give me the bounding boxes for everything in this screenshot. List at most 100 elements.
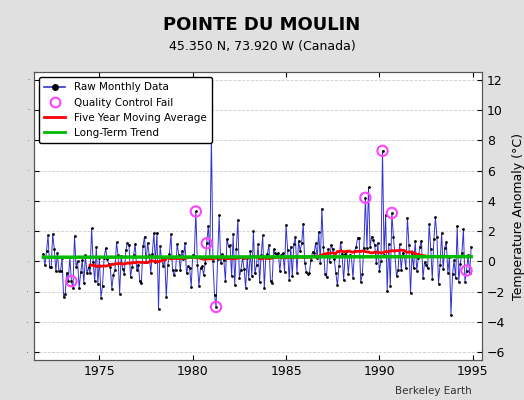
Point xyxy=(290,241,298,248)
Point xyxy=(279,250,287,257)
Point xyxy=(59,294,68,301)
Point xyxy=(209,258,217,264)
Point xyxy=(212,304,220,310)
Point xyxy=(232,246,241,252)
Point xyxy=(156,243,164,249)
Point xyxy=(184,263,192,270)
Point xyxy=(248,273,256,279)
Point xyxy=(198,263,206,270)
Point xyxy=(238,254,247,261)
Point xyxy=(226,242,234,248)
Point xyxy=(193,261,202,268)
Point xyxy=(408,250,416,256)
Point xyxy=(160,256,169,262)
Point xyxy=(363,245,371,251)
Point xyxy=(425,221,433,227)
Point xyxy=(378,148,387,154)
Point xyxy=(431,214,440,221)
Point xyxy=(276,268,284,274)
Point xyxy=(400,252,409,259)
Point xyxy=(302,269,311,275)
Point xyxy=(227,273,236,279)
Point xyxy=(234,216,242,223)
Point xyxy=(223,236,231,242)
Point xyxy=(298,240,306,247)
Point xyxy=(78,257,86,264)
Point xyxy=(212,304,220,310)
Point xyxy=(115,290,124,297)
Point xyxy=(237,266,245,273)
Point xyxy=(420,259,429,266)
Point xyxy=(436,262,444,268)
Point xyxy=(39,251,48,257)
Point xyxy=(44,232,52,238)
Point xyxy=(405,242,413,248)
Point xyxy=(391,252,399,259)
Point xyxy=(231,282,239,288)
Point xyxy=(341,251,350,258)
Point xyxy=(117,252,125,259)
Point xyxy=(381,212,390,218)
Point xyxy=(316,260,324,266)
Point xyxy=(301,260,309,266)
Point xyxy=(366,244,374,250)
Point xyxy=(417,237,425,244)
Point xyxy=(336,239,345,245)
Point xyxy=(167,231,175,237)
Point xyxy=(190,252,199,259)
Point xyxy=(402,265,410,272)
Point xyxy=(294,238,303,244)
Point xyxy=(392,273,401,280)
Point xyxy=(203,240,211,246)
Point xyxy=(303,271,312,278)
Point xyxy=(142,259,150,266)
Point xyxy=(403,214,411,221)
Point xyxy=(201,260,210,266)
Point xyxy=(450,257,458,264)
Point xyxy=(91,278,99,284)
Point xyxy=(178,248,186,254)
Point xyxy=(73,258,82,264)
Point xyxy=(308,249,316,255)
Point xyxy=(112,239,121,246)
Point xyxy=(200,272,208,278)
Point xyxy=(457,250,466,256)
Point xyxy=(92,244,101,250)
Point xyxy=(192,208,200,215)
Point xyxy=(359,245,368,251)
Point xyxy=(258,232,267,238)
Text: Berkeley Earth: Berkeley Earth xyxy=(395,386,472,396)
Point xyxy=(260,285,268,292)
Point xyxy=(265,242,273,248)
Point xyxy=(163,262,172,268)
Point xyxy=(254,241,262,248)
Point xyxy=(351,248,359,254)
Point xyxy=(370,242,379,248)
Point xyxy=(41,262,49,269)
Point xyxy=(145,251,154,258)
Point xyxy=(242,284,250,291)
Point xyxy=(187,284,195,290)
Point xyxy=(176,267,184,274)
Point xyxy=(106,264,114,270)
Point xyxy=(385,241,393,248)
Point xyxy=(67,278,75,284)
Point xyxy=(99,283,107,289)
Point xyxy=(118,265,127,272)
Point xyxy=(263,251,271,258)
Point xyxy=(249,228,258,234)
Point xyxy=(235,274,244,281)
Point xyxy=(153,229,161,236)
Point xyxy=(411,238,419,244)
Point xyxy=(185,264,194,271)
Point xyxy=(171,266,180,273)
Point xyxy=(430,236,438,242)
Point xyxy=(95,255,104,261)
Point xyxy=(204,222,212,229)
Legend: Raw Monthly Data, Quality Control Fail, Five Year Moving Average, Long-Term Tren: Raw Monthly Data, Quality Control Fail, … xyxy=(39,77,212,143)
Point xyxy=(88,225,96,232)
Point xyxy=(213,256,222,262)
Point xyxy=(305,270,313,276)
Point xyxy=(261,252,270,259)
Point xyxy=(203,240,211,246)
